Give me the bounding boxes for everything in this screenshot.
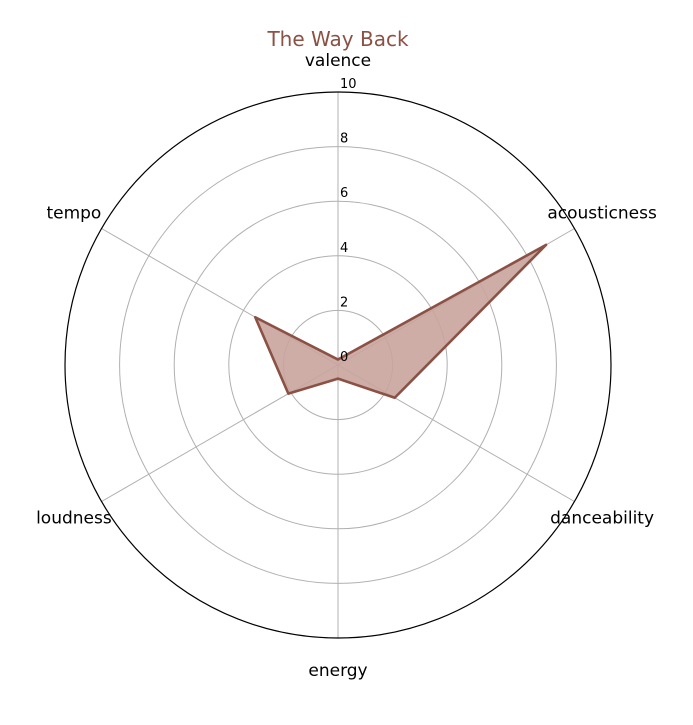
series-layer [255,245,546,398]
tick-label-4: 4 [340,241,348,256]
tick-label-10: 10 [340,77,357,92]
tick-labels: 0 2 4 6 8 10 [340,77,357,365]
tick-label-2: 2 [340,295,348,310]
axis-label-danceability: danceability [550,509,654,529]
series-0-area [255,245,546,398]
axis-label-energy: energy [308,661,367,681]
axis-label-tempo: tempo [46,204,101,224]
axis-label-loudness: loudness [36,509,112,529]
chart-title: The Way Back [266,27,408,51]
axis-label-valence: valence [305,51,371,71]
tick-label-0: 0 [340,350,348,365]
tick-label-6: 6 [340,186,348,201]
tick-label-8: 8 [340,132,348,147]
axis-label-acousticness: acousticness [547,204,657,224]
